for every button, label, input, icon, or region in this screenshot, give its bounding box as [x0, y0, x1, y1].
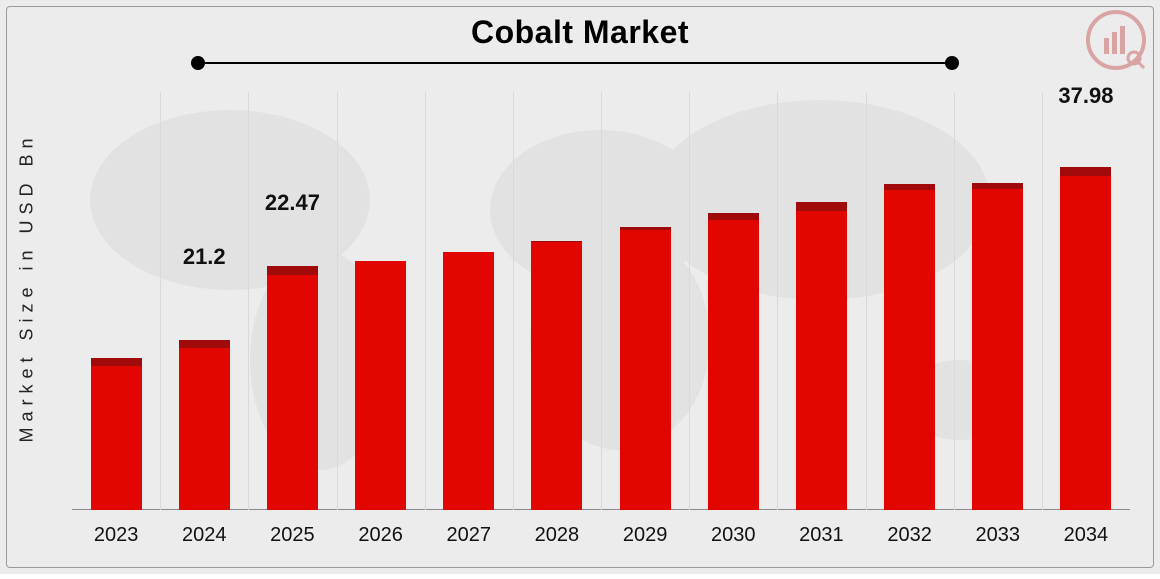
bar	[884, 184, 935, 510]
x-tick-label: 2031	[799, 524, 844, 547]
bar	[355, 261, 406, 510]
title-rule	[198, 62, 952, 64]
y-axis-label-text: Market Size in USD Bn	[17, 132, 38, 442]
bar-cap	[708, 213, 759, 219]
bar	[796, 202, 847, 510]
title-rule-dot-left	[191, 56, 205, 70]
data-label: 37.98	[1058, 83, 1113, 109]
gridline-vertical	[954, 92, 955, 510]
bar-main	[884, 190, 935, 510]
x-tick-label: 2034	[1064, 524, 1109, 547]
x-tick-label: 2033	[976, 524, 1021, 547]
x-tick-label: 2032	[887, 524, 932, 547]
x-tick-label: 2030	[711, 524, 756, 547]
bar	[179, 340, 230, 510]
x-tick-label: 2024	[182, 524, 227, 547]
y-axis-label: Market Size in USD Bn	[12, 0, 42, 574]
bar-cap	[884, 184, 935, 190]
gridline-vertical	[513, 92, 514, 510]
bar	[267, 265, 318, 510]
plot-area: 21.222.4737.98	[72, 92, 1130, 510]
bar-main	[972, 189, 1023, 510]
title-rule-dot-right	[945, 56, 959, 70]
bar-main	[267, 275, 318, 510]
x-tick-label: 2026	[358, 524, 403, 547]
gridline-vertical	[337, 92, 338, 510]
x-axis-labels: 2023 2024 2025 2026 2027 2028 2029 2030 2031 2032…	[72, 524, 1130, 552]
gridline-vertical	[866, 92, 867, 510]
bar-main	[91, 366, 142, 510]
bar-main	[620, 230, 671, 510]
gridline-vertical	[248, 92, 249, 510]
bar-cap	[796, 202, 847, 211]
data-label: 22.47	[265, 190, 320, 216]
bar-main	[796, 211, 847, 510]
bar-main	[443, 252, 494, 510]
bar	[531, 241, 582, 510]
bar-cap	[91, 358, 142, 365]
gridline-vertical	[1042, 92, 1043, 510]
chart-title: Cobalt Market	[0, 14, 1160, 51]
x-tick-label: 2029	[623, 524, 668, 547]
bar-main	[1060, 176, 1111, 510]
x-tick-label: 2027	[447, 524, 492, 547]
bar	[1060, 167, 1111, 510]
gridline-vertical	[601, 92, 602, 510]
data-label: 21.2	[183, 244, 226, 270]
gridline-vertical	[425, 92, 426, 510]
bar	[443, 252, 494, 510]
x-tick-label: 2025	[270, 524, 315, 547]
bar-main	[531, 242, 582, 510]
bar-cap	[531, 241, 582, 242]
x-tick-label: 2028	[535, 524, 580, 547]
bar-cap	[267, 266, 318, 276]
bar-cap	[620, 227, 671, 230]
logo-watermark-icon	[1084, 8, 1148, 72]
bar	[91, 358, 142, 510]
bar-main	[179, 348, 230, 510]
x-tick-label: 2023	[94, 524, 139, 547]
bar-main	[708, 220, 759, 511]
bar-main	[355, 261, 406, 510]
gridline-vertical	[689, 92, 690, 510]
bar-cap	[179, 340, 230, 348]
bar	[708, 213, 759, 510]
bar	[620, 227, 671, 510]
gridline-vertical	[777, 92, 778, 510]
bar-cap	[972, 183, 1023, 189]
gridline-vertical	[160, 92, 161, 510]
bar	[972, 183, 1023, 510]
bar-cap	[1060, 167, 1111, 175]
